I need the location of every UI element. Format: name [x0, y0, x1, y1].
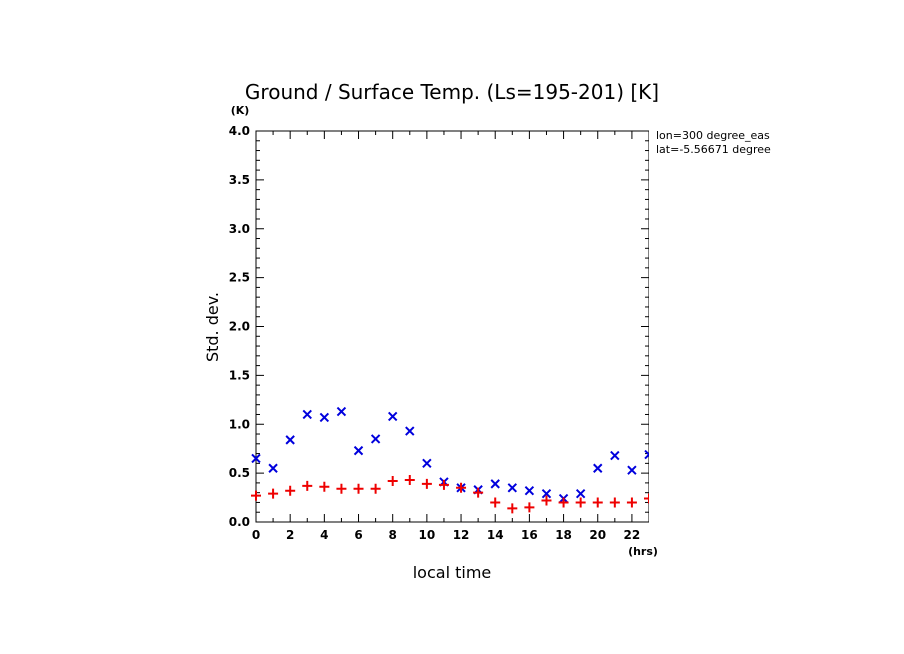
data-point-plus — [456, 482, 467, 493]
data-point-plus — [541, 495, 552, 506]
info-line-lat: lat=-5.56671 degree — [656, 143, 771, 156]
x-tick-label: 20 — [589, 528, 606, 542]
data-point-plus — [302, 480, 313, 491]
data-point-x — [575, 488, 586, 499]
data-point-x — [336, 406, 347, 417]
data-point-x — [370, 434, 381, 444]
x-tick-label: 2 — [286, 528, 294, 542]
data-points — [251, 406, 654, 514]
x-tick-label: 4 — [320, 528, 328, 542]
data-point-plus — [490, 497, 501, 508]
data-point-x — [541, 488, 552, 499]
y-axis-label: Std. dev. — [203, 292, 222, 362]
data-point-plus — [404, 474, 415, 485]
data-point-plus — [524, 502, 535, 513]
data-point-x — [524, 486, 535, 496]
chart-title: Ground / Surface Temp. (Ls=195-201) [K] — [245, 80, 659, 104]
data-point-plus — [558, 497, 569, 508]
data-point-x — [302, 409, 312, 420]
y-tick-label: 2.0 — [229, 320, 250, 334]
x-tick-label: 18 — [555, 528, 572, 542]
y-tick-label: 3.0 — [229, 222, 250, 236]
data-point-x — [405, 426, 415, 436]
data-point-x — [285, 435, 295, 445]
axis-ticks: 0 2 4 6 8 10 12 14 16 18 20 22 0.0 0.5 1.0 1.5 2.0 2.5 3.0… — [229, 124, 650, 542]
data-point-x — [251, 453, 261, 464]
data-point-x — [387, 411, 398, 422]
data-point-plus — [592, 497, 603, 508]
data-point-x — [268, 463, 278, 473]
x-tick-label: 0 — [252, 528, 260, 542]
y-unit-label: (K) — [231, 104, 250, 117]
data-point-plus — [626, 497, 637, 508]
data-point-plus — [421, 478, 432, 489]
y-tick-label: 4.0 — [229, 124, 250, 138]
data-point-x — [422, 458, 432, 469]
data-point-x — [353, 445, 364, 456]
data-point-x — [593, 463, 603, 473]
data-point-plus — [319, 481, 330, 492]
data-point-plus — [438, 479, 449, 490]
x-tick-label: 14 — [487, 528, 504, 542]
data-point-x — [627, 465, 637, 475]
y-tick-label: 3.5 — [229, 173, 250, 187]
x-tick-label: 6 — [354, 528, 362, 542]
data-point-plus — [507, 503, 518, 514]
data-point-plus — [609, 497, 620, 508]
data-point-plus — [285, 485, 296, 496]
data-point-plus — [268, 488, 279, 499]
y-tick-label: 0.5 — [229, 466, 250, 480]
y-tick-label: 0.0 — [229, 515, 250, 529]
y-tick-label: 1.5 — [229, 368, 250, 382]
data-point-plus — [387, 475, 398, 486]
x-tick-label: 16 — [521, 528, 538, 542]
x-unit-label: (hrs) — [628, 545, 658, 558]
data-point-plus — [575, 497, 586, 508]
data-point-plus — [251, 490, 261, 501]
info-line-lon: lon=300 degree_eas — [656, 129, 770, 142]
x-tick-label: 12 — [453, 528, 470, 542]
plot-frame — [255, 130, 650, 523]
data-point-plus — [473, 487, 484, 498]
data-point-x — [610, 450, 620, 461]
data-point-plus — [370, 483, 381, 494]
x-axis-label: local time — [413, 563, 492, 582]
data-point-plus — [336, 483, 347, 494]
data-point-x — [319, 412, 330, 423]
x-tick-label: 10 — [419, 528, 436, 542]
data-point-x — [507, 483, 518, 493]
y-tick-label: 2.5 — [229, 271, 250, 285]
data-point-plus — [353, 483, 364, 494]
x-tick-label: 22 — [624, 528, 641, 542]
right-clip-mask — [649, 128, 657, 528]
data-point-x — [490, 479, 500, 489]
x-tick-label: 8 — [389, 528, 397, 542]
y-tick-label: 1.0 — [229, 417, 250, 431]
